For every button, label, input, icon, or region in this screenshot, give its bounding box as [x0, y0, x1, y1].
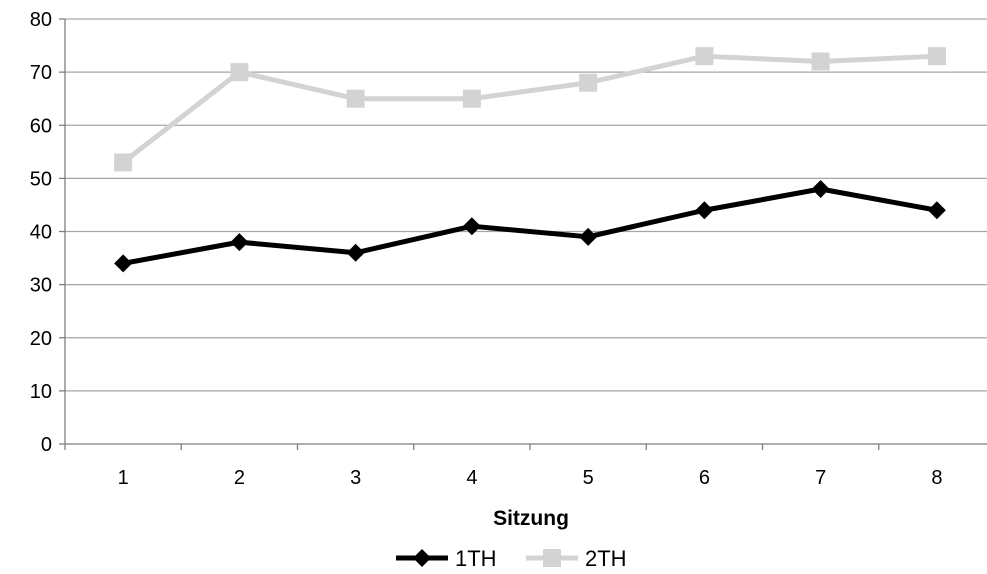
series-line-1TH: [122, 186, 938, 266]
series-1TH: [114, 180, 946, 273]
legend-marker-1TH: [413, 549, 431, 567]
x-tick-label-7: 7: [815, 467, 826, 489]
x-tick-label-1: 1: [118, 467, 129, 489]
x-tick-label-6: 6: [699, 467, 710, 489]
x-axis-tick-labels: 1 2 3 4 5 6 7 8: [118, 467, 943, 489]
y-tick-label-80: 80: [30, 9, 52, 31]
x-tick-label-8: 8: [931, 467, 942, 489]
data-point-2TH-4: [462, 89, 481, 108]
legend-item-2TH: 2TH: [526, 546, 627, 571]
legend-marker-2TH: [543, 549, 561, 567]
x-tick-label-5: 5: [583, 467, 594, 489]
y-tick-label-20: 20: [30, 328, 52, 350]
data-point-1TH-5: [579, 227, 598, 246]
data-point-1TH-6: [695, 201, 714, 220]
data-point-2TH-2: [230, 63, 249, 82]
y-tick-label-70: 70: [30, 62, 52, 84]
y-tick-label-60: 60: [30, 115, 52, 137]
x-axis-title: Sitzung: [493, 507, 569, 530]
data-point-2TH-6: [695, 47, 714, 66]
y-tick-label-10: 10: [30, 381, 52, 403]
y-tick-label-0: 0: [41, 434, 52, 456]
data-point-2TH-1: [114, 153, 133, 172]
data-point-2TH-7: [811, 52, 830, 71]
x-tick-label-4: 4: [466, 467, 477, 489]
gridlines: [65, 18, 987, 392]
legend: 1TH 2TH: [396, 546, 627, 571]
series-line-2TH: [121, 53, 937, 165]
data-point-1TH-7: [811, 180, 830, 198]
axes: [59, 18, 987, 450]
y-axis-tick-labels: 0 10 20 30 40 50 60 70 80: [30, 9, 52, 456]
data-point-1TH-3: [346, 243, 365, 262]
legend-label-1TH: 1TH: [455, 546, 497, 571]
data-point-1TH-4: [462, 217, 481, 236]
y-tick-label-50: 50: [30, 168, 52, 190]
y-tick-label-30: 30: [30, 275, 52, 297]
data-point-2TH-3: [346, 89, 365, 108]
data-point-1TH-8: [927, 201, 946, 220]
data-point-2TH-5: [579, 73, 598, 92]
legend-item-1TH: 1TH: [396, 546, 497, 571]
data-series: [114, 47, 946, 273]
legend-label-2TH: 2TH: [585, 546, 627, 571]
data-point-2TH-8: [927, 47, 946, 66]
series-2TH: [114, 47, 946, 172]
data-point-1TH-2: [230, 233, 249, 252]
data-point-1TH-1: [114, 254, 133, 273]
x-tick-label-3: 3: [350, 467, 361, 489]
x-tick-label-2: 2: [234, 467, 245, 489]
y-tick-label-40: 40: [30, 222, 52, 244]
